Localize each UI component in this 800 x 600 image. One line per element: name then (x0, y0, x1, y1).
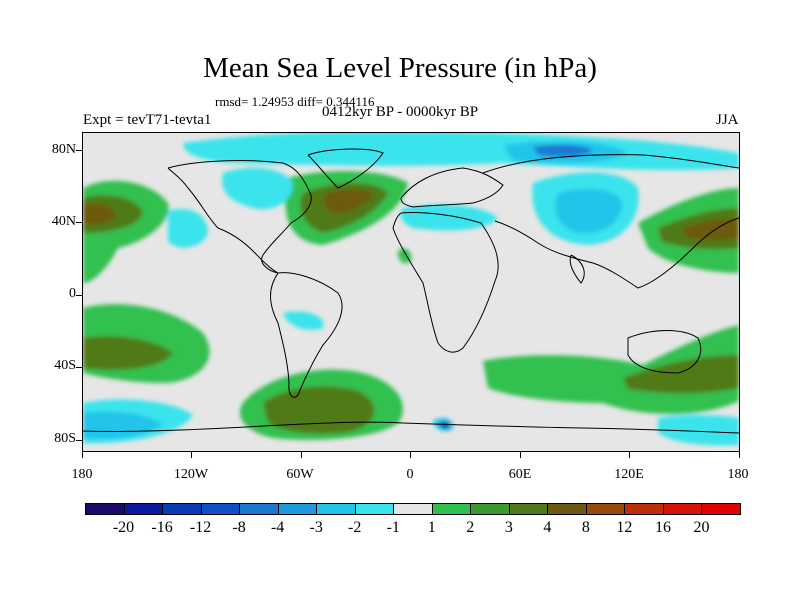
x-tick (629, 452, 630, 458)
colorbar-label: 4 (543, 519, 552, 536)
x-tick (301, 452, 302, 458)
colorbar-box (239, 503, 279, 515)
colorbar-box (701, 503, 741, 515)
coast-asia (482, 154, 739, 289)
colorbar-box (85, 503, 125, 515)
coast-north-america (167, 160, 312, 274)
anomaly-mediterranean (400, 204, 498, 231)
pressure-anomaly-map (83, 133, 739, 446)
anomaly-southern-ocean-west-core (83, 411, 163, 440)
y-tick (76, 150, 82, 151)
colorbar-box (662, 503, 703, 515)
x-tick-label-180-right: 180 (727, 467, 749, 482)
anomaly-south-indian-core (623, 355, 739, 394)
x-tick (739, 452, 740, 458)
colorbar-box (624, 503, 664, 515)
colorbar-label: -3 (309, 519, 323, 536)
y-tick-label-0: 0 (69, 286, 76, 301)
anomaly-south-pacific-west (283, 311, 324, 330)
anomaly-africa-small (397, 248, 412, 264)
x-tick (82, 452, 83, 458)
y-tick-label-40S: 40S (54, 358, 76, 373)
colorbar (85, 503, 741, 516)
colorbar-label: -16 (151, 519, 173, 536)
colorbar-label: 1 (427, 519, 436, 536)
period-label: 0412kyr BP - 0000kyr BP (322, 104, 479, 120)
anomaly-south-atlantic-core (263, 386, 375, 434)
colorbar-box (508, 503, 549, 515)
colorbar-label: 8 (581, 519, 590, 536)
anomaly-siberia-core (533, 144, 593, 157)
coast-africa (392, 212, 499, 353)
coast-antarctica (83, 421, 739, 434)
colorbar-box (585, 503, 626, 515)
coast-india (569, 254, 585, 284)
x-tick (520, 452, 521, 458)
colorbar-label: -4 (270, 519, 285, 536)
coast-australia (627, 330, 702, 374)
anomaly-north-pacific-west-peak (83, 203, 116, 225)
colorbar-box (354, 503, 395, 515)
colorbar-box (431, 503, 472, 515)
colorbar-box (470, 503, 510, 515)
season-label: JJA (716, 112, 739, 128)
x-tick (410, 452, 411, 458)
rmsd-diff-stats: rmsd= 1.24953 diff= 0.344116 (215, 94, 375, 109)
coastlines (83, 148, 739, 434)
colorbar-label: 2 (466, 519, 475, 536)
colorbar-label: -2 (348, 519, 362, 536)
y-tick-label-40N: 40N (51, 214, 76, 229)
colorbar-label: 16 (654, 519, 671, 536)
coast-south-america (270, 272, 343, 398)
experiment-label: Expt = tevT71-tevta1 (83, 112, 212, 128)
colorbar-label: -20 (112, 519, 135, 536)
colorbar-box (200, 503, 241, 515)
anomaly-antarctic-patch-core (439, 421, 450, 429)
anomaly-southern-ocean-east (658, 414, 739, 446)
anomaly-central-asia-core (555, 188, 623, 234)
y-tick-label-80N: 80N (51, 142, 76, 157)
anomaly-south-pacific-east-core (83, 336, 173, 370)
colorbar-box (316, 503, 356, 515)
x-tick-label-60W: 60W (286, 467, 314, 482)
colorbar-box (393, 503, 433, 515)
x-tick-label-0: 0 (406, 467, 414, 482)
x-tick-label-60E: 60E (508, 467, 532, 482)
coast-europe (400, 167, 504, 208)
anomaly-northeast-pacific (168, 209, 208, 248)
x-tick (191, 452, 192, 458)
colorbar-box (277, 503, 318, 515)
x-tick-label-120E: 120E (614, 467, 644, 482)
colorbar-box (123, 503, 164, 515)
colorbar-label: -1 (386, 519, 400, 536)
coast-greenland (307, 148, 384, 189)
y-tick (76, 295, 82, 296)
anomaly-north-atlantic-peak (323, 189, 373, 214)
map-panel (82, 132, 740, 452)
y-tick-label-80S: 80S (54, 431, 76, 446)
colorbar-box (162, 503, 202, 515)
colorbar-box (547, 503, 587, 515)
anomaly-canada (222, 167, 293, 210)
y-tick (76, 440, 82, 441)
y-tick (76, 367, 82, 368)
colorbar-label: 3 (504, 519, 513, 536)
colorbar-label: 12 (616, 519, 633, 536)
colorbar-label: -8 (232, 519, 246, 536)
y-tick (76, 222, 82, 223)
x-tick-label-180-left: 180 (71, 467, 93, 482)
x-tick-label-120W: 120W (173, 467, 209, 482)
colorbar-label: 20 (693, 519, 710, 536)
map-title: Mean Sea Level Pressure (in hPa) (203, 52, 597, 84)
colorbar-label: -12 (189, 519, 212, 536)
anomaly-arctic (183, 133, 739, 171)
